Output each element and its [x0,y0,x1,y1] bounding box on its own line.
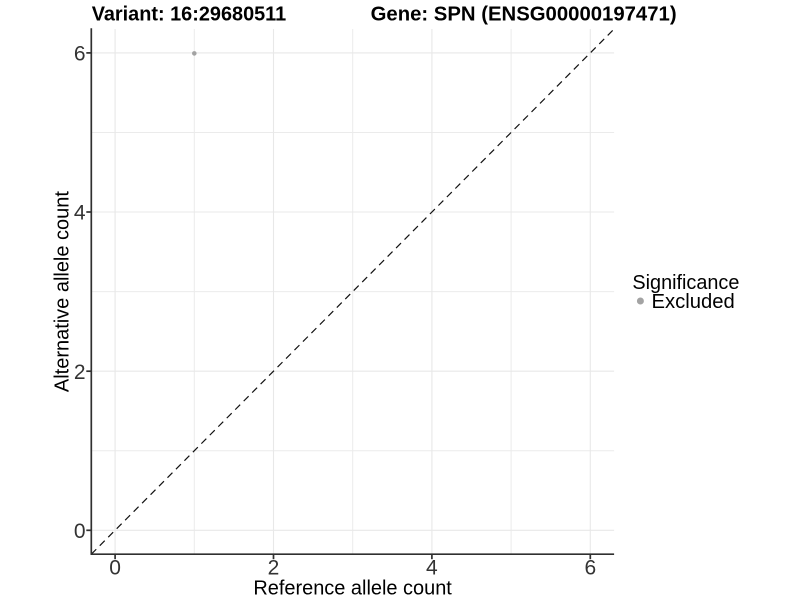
svg-text:Alternative allele count: Alternative allele count [52,191,74,392]
svg-text:0: 0 [74,520,86,543]
svg-text:Excluded: Excluded [652,291,735,313]
svg-text:0: 0 [109,557,121,580]
svg-text:4: 4 [74,202,86,225]
svg-text:Gene: SPN (ENSG00000197471): Gene: SPN (ENSG00000197471) [371,4,677,26]
svg-text:Significance: Significance [632,272,739,294]
svg-text:2: 2 [268,557,280,580]
svg-text:Variant: 16:29680511: Variant: 16:29680511 [92,4,287,26]
svg-text:Reference allele count: Reference allele count [253,577,452,599]
svg-text:6: 6 [74,43,86,66]
svg-text:6: 6 [584,557,596,580]
svg-text:2: 2 [74,361,86,384]
svg-text:4: 4 [426,557,438,580]
